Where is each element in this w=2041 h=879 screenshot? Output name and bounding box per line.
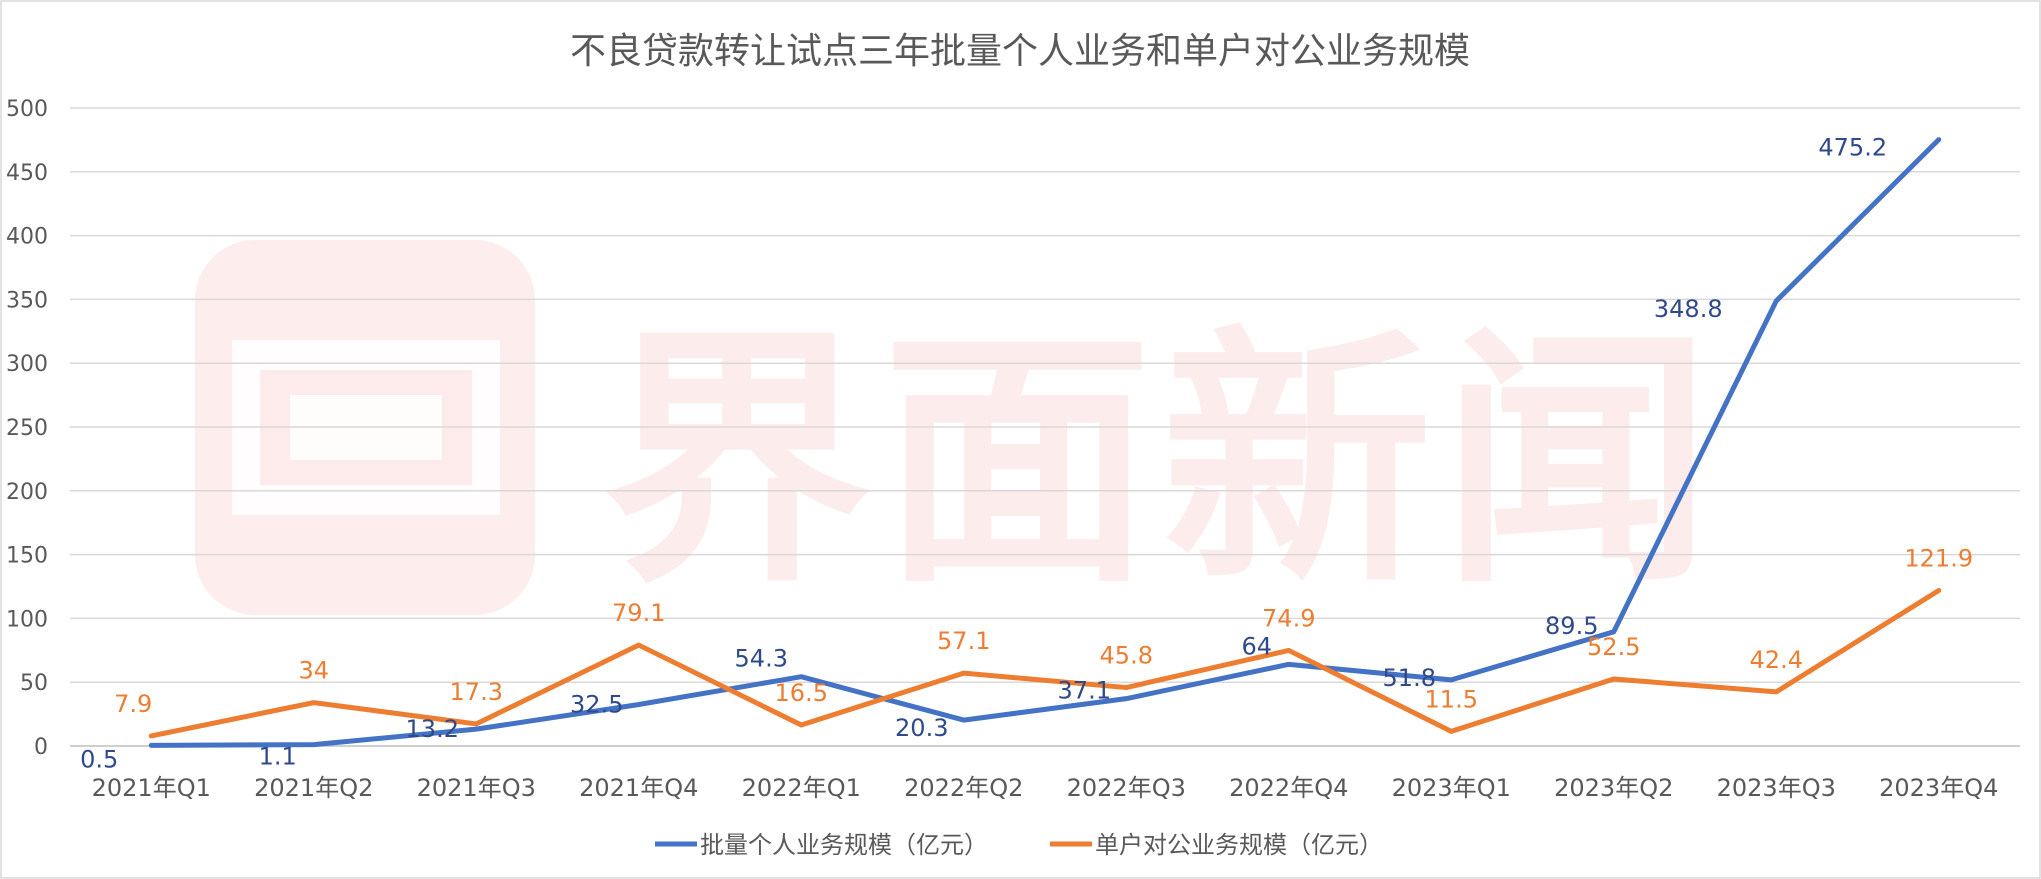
y-tick-label: 0 [34,735,48,760]
y-tick-label: 300 [6,352,48,377]
data-label: 0.5 [80,745,118,773]
x-tick-label: 2023年Q3 [1717,774,1836,802]
data-label: 13.2 [406,715,459,743]
y-tick-label: 200 [6,480,48,505]
data-label: 74.9 [1262,604,1315,632]
y-tick-label: 400 [6,225,48,250]
legend-item-corporate[interactable]: 单户对公业务规模（亿元） [1050,831,1383,859]
data-label: 64 [1241,632,1272,660]
x-tick-label: 2023年Q4 [1879,774,1998,802]
data-label: 7.9 [114,690,152,718]
x-tick-label: 2022年Q1 [742,774,861,802]
data-labels: 0.5 1.1 13.2 32.5 54.3 20.3 37.1 64 51.8 89.5 348.… [80,134,1973,774]
x-axis: 2021年Q1 2021年Q2 2021年Q3 2021年Q4 2022年Q1 2022年… [92,774,1999,802]
data-label: 42.4 [1750,646,1803,674]
legend-item-personal[interactable]: 批量个人业务规模（亿元） [655,831,988,859]
data-label: 11.5 [1425,685,1478,713]
data-label: 54.3 [735,645,788,673]
data-label: 475.2 [1818,134,1887,162]
data-label: 34 [298,657,329,685]
data-label: 121.9 [1904,544,1973,572]
data-label: 20.3 [895,714,948,742]
data-label: 79.1 [612,599,665,627]
legend-label-personal: 批量个人业务规模（亿元） [700,831,988,859]
y-tick-label: 450 [6,161,48,186]
x-tick-label: 2021年Q3 [417,774,536,802]
data-label: 37.1 [1058,677,1111,705]
data-label: 17.3 [450,678,503,706]
data-label: 32.5 [570,691,623,719]
x-tick-label: 2023年Q2 [1554,774,1673,802]
legend: 批量个人业务规模（亿元） 单户对公业务规模（亿元） [655,831,1383,859]
data-label: 51.8 [1383,664,1436,692]
y-axis: 0 50 100 150 200 250 300 350 400 450 500 [6,97,48,760]
x-tick-label: 2023年Q1 [1392,774,1511,802]
y-tick-label: 100 [6,607,48,632]
series-group [148,137,1942,748]
series-line-1[interactable] [148,587,1942,739]
chart-title: 不良贷款转让试点三年批量个人业务和单户对公业务规模 [570,31,1470,72]
data-label: 348.8 [1654,295,1723,323]
x-tick-label: 2021年Q1 [92,774,211,802]
data-label: 16.5 [775,679,828,707]
x-tick-label: 2022年Q2 [904,774,1023,802]
data-label: 1.1 [259,743,297,771]
x-tick-label: 2022年Q4 [1229,774,1348,802]
data-label: 52.5 [1587,633,1640,661]
y-tick-label: 350 [6,288,48,313]
x-tick-label: 2021年Q2 [254,774,373,802]
data-label: 89.5 [1545,612,1598,640]
watermark-text: 界面新闻 [602,304,1722,619]
data-label: 45.8 [1100,642,1153,670]
data-label: 57.1 [937,627,990,655]
legend-label-corporate: 单户对公业务规模（亿元） [1095,831,1383,859]
y-tick-label: 500 [6,97,48,122]
y-tick-label: 50 [20,671,48,696]
y-tick-label: 250 [6,416,48,441]
y-tick-label: 150 [6,544,48,569]
series-line-0[interactable] [148,137,1942,748]
x-tick-label: 2022年Q3 [1067,774,1186,802]
x-tick-label: 2021年Q4 [579,774,698,802]
